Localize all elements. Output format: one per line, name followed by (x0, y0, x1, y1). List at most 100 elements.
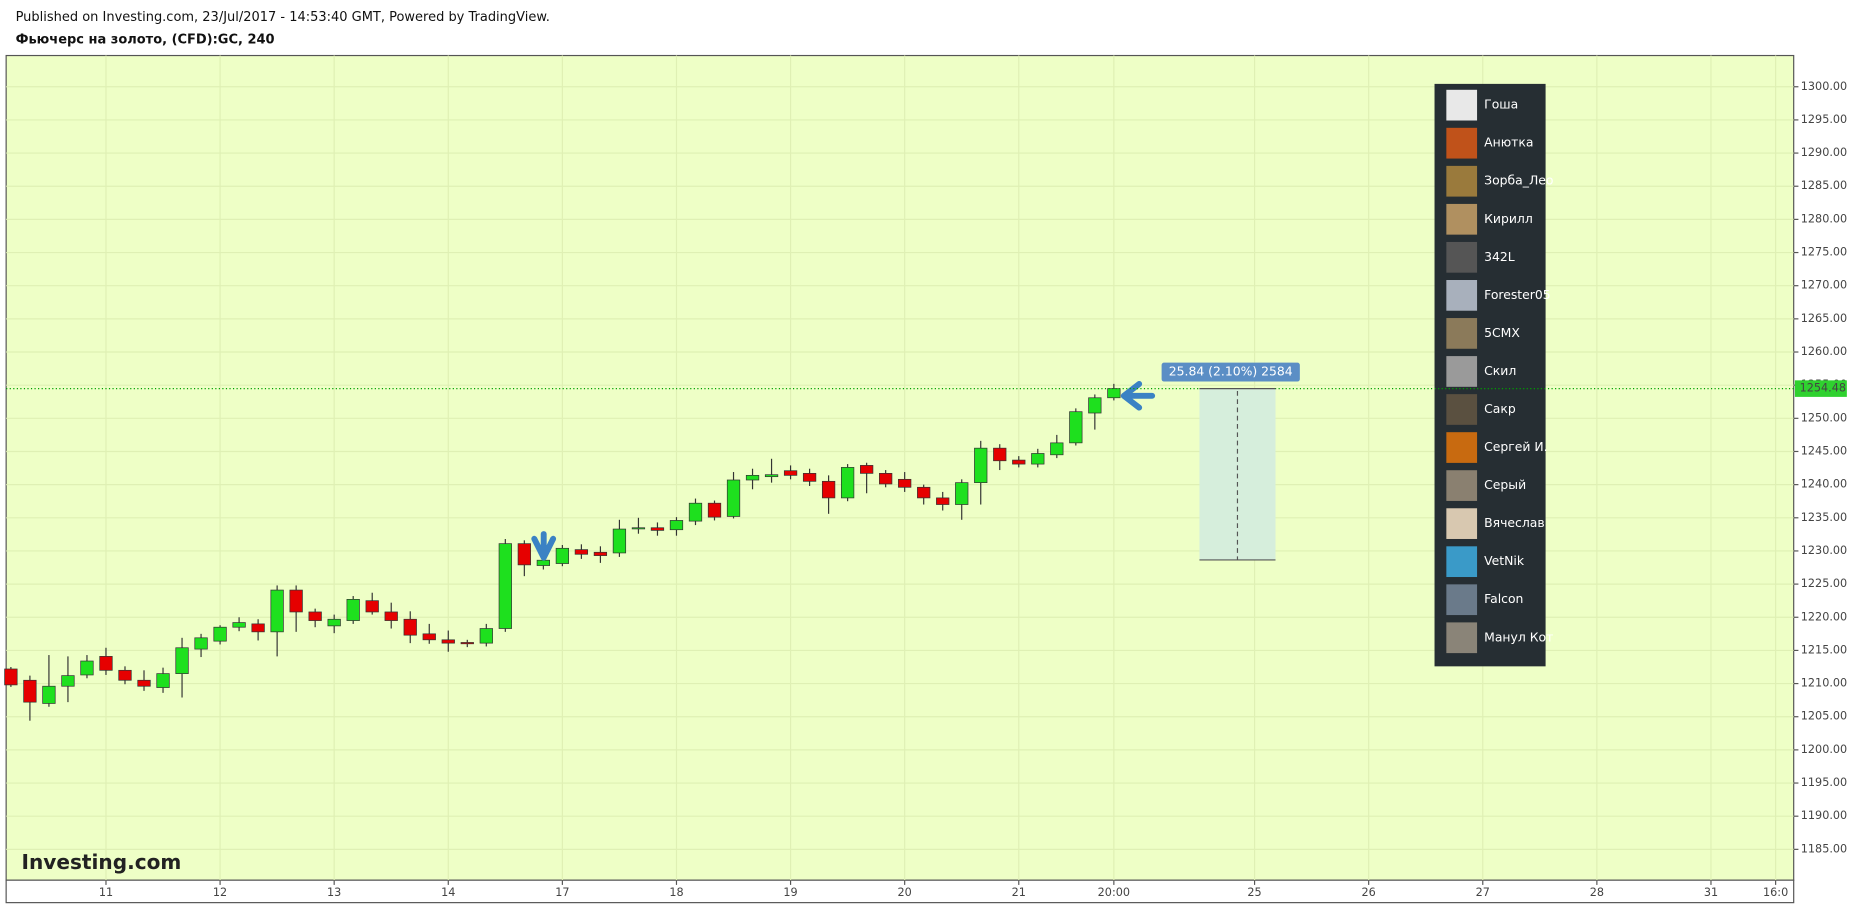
user-name: Зорба_Лео (1484, 173, 1553, 188)
candle-body (156, 673, 170, 688)
candles (4, 383, 1121, 721)
measure-label: 25.84 (2.10%) 2584 (1169, 364, 1293, 379)
measure-label-bg (1161, 362, 1300, 382)
user-avatar (1446, 89, 1478, 121)
candle-body (384, 611, 398, 621)
candle-body (650, 527, 665, 531)
candle-body (821, 480, 836, 499)
candle-body (707, 502, 722, 518)
candle-body (422, 633, 436, 641)
candle-body (536, 559, 550, 566)
candle-body (574, 549, 589, 555)
y-tick-label: 1220.00 (1801, 610, 1847, 623)
x-axis-band (5, 879, 1795, 904)
user-avatar (1446, 546, 1478, 578)
user-avatar (1446, 584, 1478, 616)
candle-body (631, 527, 646, 530)
candle-body (1088, 397, 1102, 414)
x-tick-label: 14 (441, 886, 455, 899)
candle-body (460, 642, 474, 645)
y-tick-label: 1245.00 (1801, 444, 1847, 457)
user-name: 5CMX (1484, 325, 1520, 340)
candle-body (441, 639, 455, 644)
grid (6, 55, 1794, 881)
y-tick-label: 1195.00 (1801, 776, 1847, 789)
user-avatar (1446, 127, 1478, 159)
y-tick-label: 1270.00 (1801, 279, 1847, 292)
published-note: Published on Investing.com, 23/Jul/2017 … (16, 10, 550, 25)
candle-body (4, 668, 18, 686)
candle-body (1012, 459, 1026, 465)
candle-body (1031, 453, 1045, 465)
left-arrow (1120, 381, 1156, 411)
candle-body (593, 551, 608, 556)
user-avatar (1446, 356, 1478, 387)
candle-body (764, 474, 779, 478)
user-avatar (1446, 203, 1478, 235)
user-name: VetNik (1484, 553, 1525, 568)
candle-body (213, 626, 227, 642)
user-name: Серый (1484, 477, 1526, 492)
candle-body (137, 679, 151, 687)
user-name: Вячеслав (1484, 515, 1545, 530)
user-avatar (1446, 508, 1478, 539)
candle-body (80, 660, 94, 676)
candle-body (612, 528, 627, 554)
x-tick-label: 19 (783, 886, 797, 899)
user-avatar (1446, 432, 1478, 463)
candle-body (289, 589, 303, 613)
user-list: Гоша Анютка Зорба_Лео Кирилл 342L Forester05 5… (1446, 89, 1553, 654)
x-tick-label: 11 (99, 886, 113, 899)
candle-body (232, 622, 246, 628)
user-name: Манул Кот (1484, 629, 1553, 644)
candle-body (175, 647, 189, 674)
candle-body (993, 447, 1007, 462)
candle-body (879, 473, 893, 485)
candle-body (327, 618, 341, 627)
candle-body (917, 486, 931, 499)
user-avatar (1446, 318, 1478, 349)
x-tick-label: 20:00 (1098, 886, 1130, 899)
y-tick-label: 1300.00 (1801, 80, 1847, 93)
y-tick-label: 1265.00 (1801, 312, 1847, 325)
candle-body (726, 479, 741, 517)
chart-title: Фьючерс на золото, (CFD):GC, 240 (16, 33, 275, 48)
y-tick-label: 1280.00 (1801, 212, 1847, 225)
candle-body (860, 465, 874, 474)
y-tick-label: 1215.00 (1801, 643, 1847, 656)
candle-body (365, 600, 379, 613)
y-tick-label: 1205.00 (1801, 710, 1847, 723)
candle-body (42, 685, 56, 704)
user-name: Анютка (1484, 135, 1533, 150)
candle-body (840, 467, 855, 499)
user-name: Forester05 (1484, 287, 1551, 302)
user-avatar (1446, 241, 1478, 273)
candle-body (745, 474, 760, 481)
x-tick-label: 20 (898, 886, 912, 899)
watermark: Investing.com (22, 850, 182, 874)
candle-body (118, 669, 132, 681)
y-tick-label: 1275.00 (1801, 246, 1847, 259)
x-tick-label: 18 (669, 886, 683, 899)
user-name: Гоша (1484, 97, 1518, 112)
x-tick-label: 13 (327, 886, 341, 899)
y-tick-label: 1295.00 (1801, 113, 1847, 126)
user-name: Сакр (1484, 401, 1516, 416)
candle-body (270, 589, 284, 633)
candle-body (1107, 388, 1121, 399)
candle-body (251, 623, 265, 633)
user-name: Скил (1484, 363, 1516, 378)
candle-body (898, 478, 912, 488)
user-avatar (1446, 622, 1478, 654)
user-name: Кирилл (1484, 211, 1533, 226)
y-tick-label: 1225.00 (1801, 577, 1847, 590)
candle-body (517, 543, 531, 566)
candle-body (669, 520, 684, 531)
x-tick-label: 26 (1362, 886, 1376, 899)
candle-body (99, 656, 113, 671)
x-tick-label: 28 (1590, 886, 1604, 899)
x-tick-label: 27 (1476, 886, 1490, 899)
candle-body (194, 637, 208, 650)
candle-body (61, 675, 75, 687)
